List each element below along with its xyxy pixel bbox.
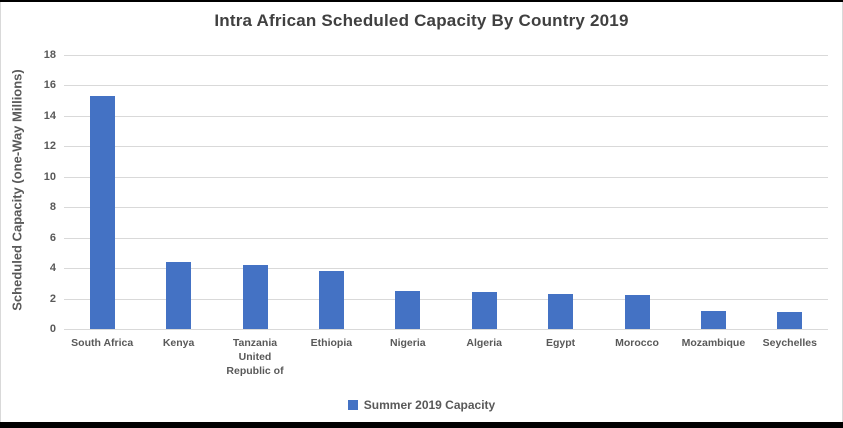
legend: Summer 2019 Capacity	[0, 398, 843, 412]
y-tick-label: 2	[49, 292, 56, 305]
gridline	[64, 115, 828, 117]
bar	[700, 310, 726, 329]
y-tick-label: 16	[43, 79, 56, 91]
bar	[395, 290, 421, 329]
gridline	[64, 85, 828, 86]
x-category-label: Egypt	[546, 337, 576, 349]
y-tick-label: 18	[43, 48, 56, 61]
bar	[471, 292, 497, 329]
bar	[166, 261, 192, 329]
x-category-label: Algeria	[466, 337, 502, 349]
bar	[548, 293, 574, 329]
legend-marker-icon	[347, 400, 358, 410]
bar	[777, 312, 803, 329]
x-category-label: Seychelles	[762, 337, 817, 349]
legend-label: Summer 2019 Capacity	[363, 398, 496, 412]
y-tick-label: 8	[49, 201, 56, 213]
gridline	[64, 329, 828, 330]
bottom-frame-bar	[0, 422, 843, 428]
x-category-label: Ethiopia	[310, 337, 353, 349]
bar	[89, 95, 115, 329]
gridline	[64, 298, 828, 300]
x-category-label: Kenya	[162, 337, 195, 349]
x-category-label: Tanzania United Republic of	[226, 337, 284, 377]
gridline	[64, 207, 828, 208]
y-tick-label: 6	[49, 231, 56, 244]
x-category-label: Morocco	[615, 337, 659, 349]
y-tick-label: 4	[49, 262, 56, 274]
y-tick-label: 12	[43, 140, 56, 152]
y-tick-label: 0	[49, 323, 56, 335]
y-tick-label: 10	[43, 170, 56, 183]
gridline	[64, 268, 828, 269]
gridline	[64, 54, 828, 56]
chart-border-left	[0, 2, 1, 422]
gridline	[64, 176, 828, 178]
bar	[318, 271, 344, 329]
gridline	[64, 237, 828, 239]
x-category-label: South Africa	[71, 337, 134, 349]
bar	[242, 264, 268, 329]
x-category-label: Nigeria	[389, 337, 426, 349]
y-tick-label: 14	[43, 109, 56, 122]
bar	[624, 294, 650, 329]
top-frame-bar	[0, 0, 843, 2]
chart-title: Intra African Scheduled Capacity By Coun…	[214, 11, 629, 30]
x-category-label: Mozambique	[681, 337, 746, 349]
gridline	[64, 146, 828, 147]
